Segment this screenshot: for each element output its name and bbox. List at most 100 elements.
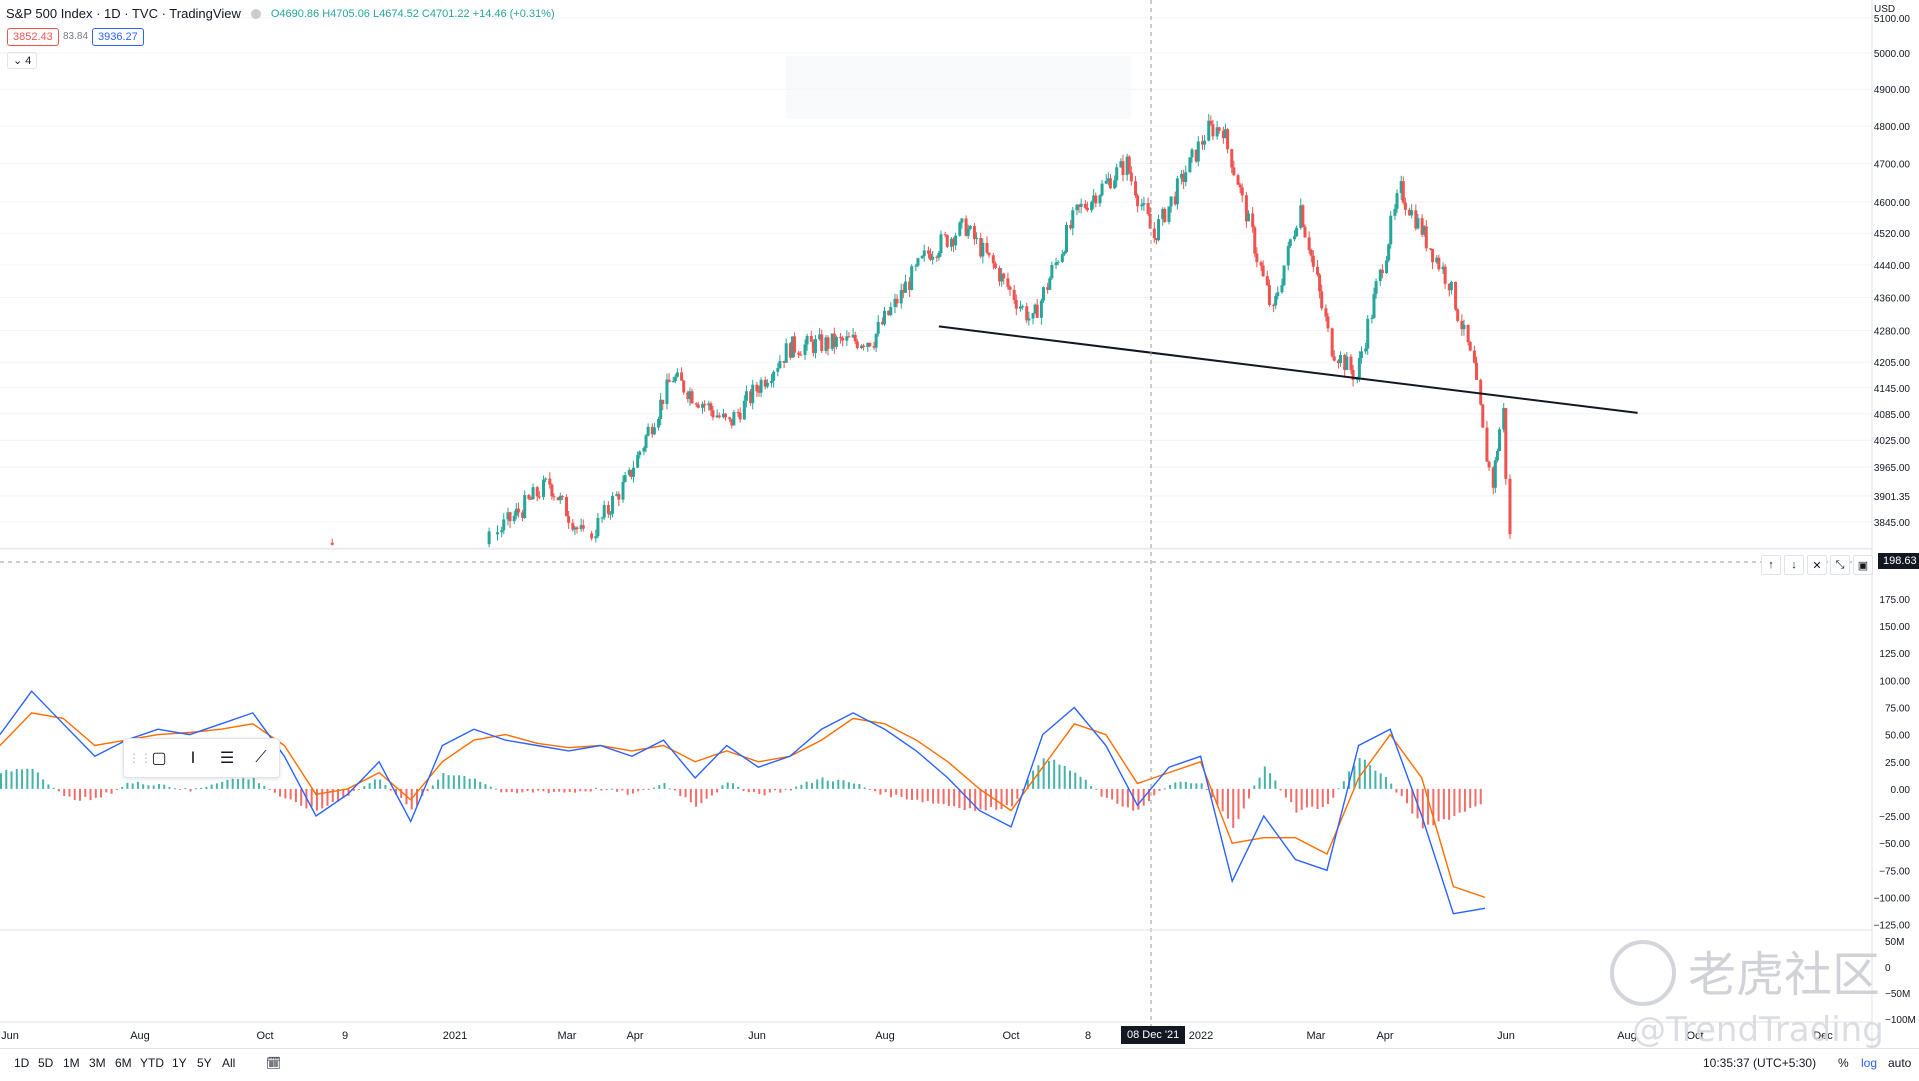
collapse-pane-icon[interactable]: ⤡ xyxy=(1830,555,1850,575)
candle-body xyxy=(1428,248,1432,250)
histogram-bar xyxy=(526,788,529,791)
histogram-bar xyxy=(779,788,782,793)
histogram-bar xyxy=(642,788,645,790)
histogram-bar xyxy=(452,775,455,789)
histogram-bar xyxy=(242,778,245,789)
date-range-icon[interactable]: 🗓 xyxy=(266,1056,282,1070)
range-button-6m[interactable]: 6M xyxy=(115,1056,132,1070)
range-button-1y[interactable]: 1Y xyxy=(172,1056,187,1070)
move-down-icon[interactable]: ↓ xyxy=(1784,555,1804,575)
histogram-bar xyxy=(194,788,197,790)
candle-body xyxy=(920,256,924,259)
currency-label[interactable]: USD xyxy=(1874,4,1896,15)
range-button-ytd[interactable]: YTD xyxy=(140,1056,164,1070)
candle-body xyxy=(887,310,891,316)
candle-body xyxy=(690,391,694,404)
histogram-bar xyxy=(1305,788,1308,808)
histogram-bar xyxy=(21,769,24,789)
time-tick-label: 2021 xyxy=(443,1030,467,1042)
candle-body xyxy=(573,527,577,530)
candle-body xyxy=(954,235,958,246)
candle-body xyxy=(778,360,782,369)
candle-body xyxy=(1025,306,1029,321)
histogram-bar xyxy=(758,788,761,794)
crosshair-date-label: 08 Dec '21 xyxy=(1121,1026,1186,1044)
histogram-bar xyxy=(1295,788,1298,813)
candle-body xyxy=(657,418,661,428)
histogram-bar xyxy=(1358,757,1361,789)
histogram-bar xyxy=(1226,788,1229,819)
candle-body xyxy=(617,494,621,500)
histogram-bar xyxy=(1068,770,1071,789)
candle-body xyxy=(529,498,533,500)
histogram-bar xyxy=(115,788,118,790)
candle-body xyxy=(763,379,767,387)
candle-body xyxy=(1280,285,1284,293)
histogram-bar xyxy=(631,788,634,794)
histogram-bar xyxy=(431,785,434,789)
candle-body xyxy=(1064,224,1068,253)
price-candles xyxy=(330,113,1512,548)
rectangle-tool-icon[interactable]: ▢ xyxy=(151,750,167,767)
candle-body xyxy=(608,513,612,515)
histogram-bar xyxy=(1279,788,1282,791)
candle-body xyxy=(512,515,516,522)
candle-body xyxy=(688,391,692,399)
range-button-3m[interactable]: 3M xyxy=(89,1056,106,1070)
histogram-bar xyxy=(1084,779,1087,789)
candle-body xyxy=(926,250,930,254)
candle-body xyxy=(1380,269,1384,274)
candle-body xyxy=(830,333,834,349)
candle-body xyxy=(797,352,801,355)
candle-body xyxy=(621,481,625,500)
candle-body xyxy=(972,226,976,240)
histogram-bar xyxy=(15,769,18,789)
histogram-bar xyxy=(990,788,992,807)
candle-body xyxy=(1033,304,1037,314)
range-button-5d[interactable]: 5D xyxy=(38,1056,54,1070)
candle-body xyxy=(550,484,554,497)
histogram-bar xyxy=(505,788,508,793)
candle-body xyxy=(556,497,560,501)
time-tick-label: Mar xyxy=(558,1030,577,1042)
candle-body xyxy=(1487,461,1491,468)
indicators-collapse-button[interactable]: ⌄ 4 xyxy=(7,52,38,69)
candle-body xyxy=(1012,289,1016,301)
histogram-bar xyxy=(326,788,329,806)
histogram-bar xyxy=(621,788,624,791)
histogram-bar xyxy=(884,788,887,793)
histogram-bar xyxy=(1016,788,1019,799)
histogram-bar xyxy=(1042,758,1045,789)
lines-tool-icon[interactable]: ☰ xyxy=(219,750,235,767)
histogram-bar xyxy=(389,788,392,791)
close-pane-icon[interactable]: ✕ xyxy=(1807,555,1827,575)
move-up-icon[interactable]: ↑ xyxy=(1761,555,1781,575)
auto-toggle[interactable]: auto xyxy=(1888,1056,1912,1070)
range-button-all[interactable]: All xyxy=(222,1056,236,1070)
candle-body xyxy=(652,427,656,435)
candle-body xyxy=(1136,195,1140,207)
candle-body xyxy=(903,281,907,293)
trendline[interactable] xyxy=(938,325,1638,414)
log-toggle[interactable]: log xyxy=(1861,1056,1878,1070)
histogram-bar xyxy=(437,779,440,789)
clock-label[interactable]: 10:35:37 (UTC+5:30) xyxy=(1703,1056,1817,1070)
candle-body xyxy=(931,256,935,260)
histogram-bar xyxy=(1111,788,1114,800)
range-button-5y[interactable]: 5Y xyxy=(197,1056,212,1070)
percent-toggle[interactable]: % xyxy=(1838,1056,1849,1070)
histogram-bar xyxy=(1379,773,1382,789)
time-axis: Jun Aug Oct 9 2021 Mar Apr Jun Aug Oct 8 2022 Mar Apr… xyxy=(1,1030,1833,1042)
candle-body xyxy=(799,354,803,356)
candle-body xyxy=(701,403,705,408)
maximize-pane-icon[interactable]: ▣ xyxy=(1853,555,1873,575)
symbol-title[interactable]: S&P 500 Index · 1D · TVC · TradingView xyxy=(6,6,241,21)
range-button-1d[interactable]: 1D xyxy=(14,1056,30,1070)
text-tool-icon[interactable]: Ⅰ xyxy=(190,750,196,767)
trendline-tool-icon[interactable]: ⟋ xyxy=(255,749,267,766)
histogram-bar xyxy=(210,784,213,789)
range-button-1m[interactable]: 1M xyxy=(63,1056,80,1070)
histogram-bar xyxy=(521,788,524,793)
drag-handle-icon[interactable]: ⋮⋮ xyxy=(128,751,152,765)
